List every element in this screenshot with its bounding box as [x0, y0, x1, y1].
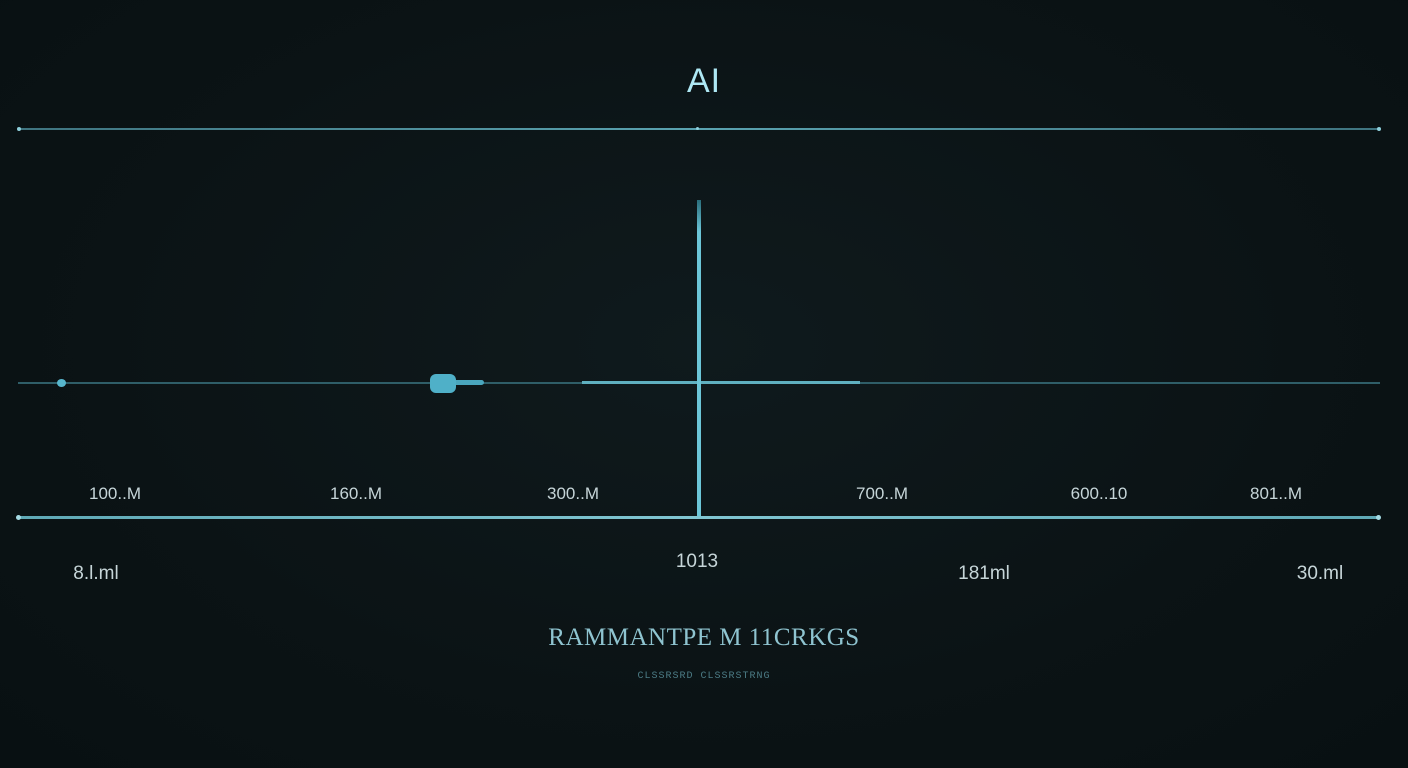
middle-track-left-marker: [57, 379, 66, 387]
axis-tick-label: 160..M: [330, 484, 382, 503]
middle-track-knob[interactable]: [430, 374, 456, 393]
axis-sub-label: 30.ml: [1296, 563, 1344, 584]
middle-track-highlight: [582, 381, 860, 384]
center-axis-label: 1013: [675, 551, 719, 572]
top-divider-line: [18, 128, 1380, 130]
bottom-axis-right-endpoint: [1376, 515, 1381, 520]
diagram-subcaption: CLSSRSRD CLSSRSTRNG: [637, 671, 771, 682]
axis-tick-label: 801..M: [1250, 484, 1302, 503]
diagram-title: AI: [686, 62, 722, 100]
top-divider-left-endpoint: [17, 127, 21, 131]
diagram-caption: RAMMANTPE M 11CRKGS: [548, 624, 860, 651]
axis-sub-label: 181ml: [958, 563, 1010, 584]
axis-tick-label: 600..10: [1070, 484, 1128, 503]
bottom-axis-left-endpoint: [16, 515, 21, 520]
top-divider-right-endpoint: [1377, 127, 1381, 131]
axis-tick-label: 700..M: [856, 484, 908, 503]
middle-track-knob-tail: [452, 380, 484, 385]
axis-tick-label: 300..M: [547, 484, 599, 503]
top-divider-center-point: [696, 127, 699, 130]
bottom-axis-line: [18, 516, 1380, 519]
axis-tick-label: 100..M: [89, 484, 141, 503]
axis-sub-label: 8.l.ml: [73, 563, 119, 584]
center-vertical-line: [697, 200, 701, 518]
